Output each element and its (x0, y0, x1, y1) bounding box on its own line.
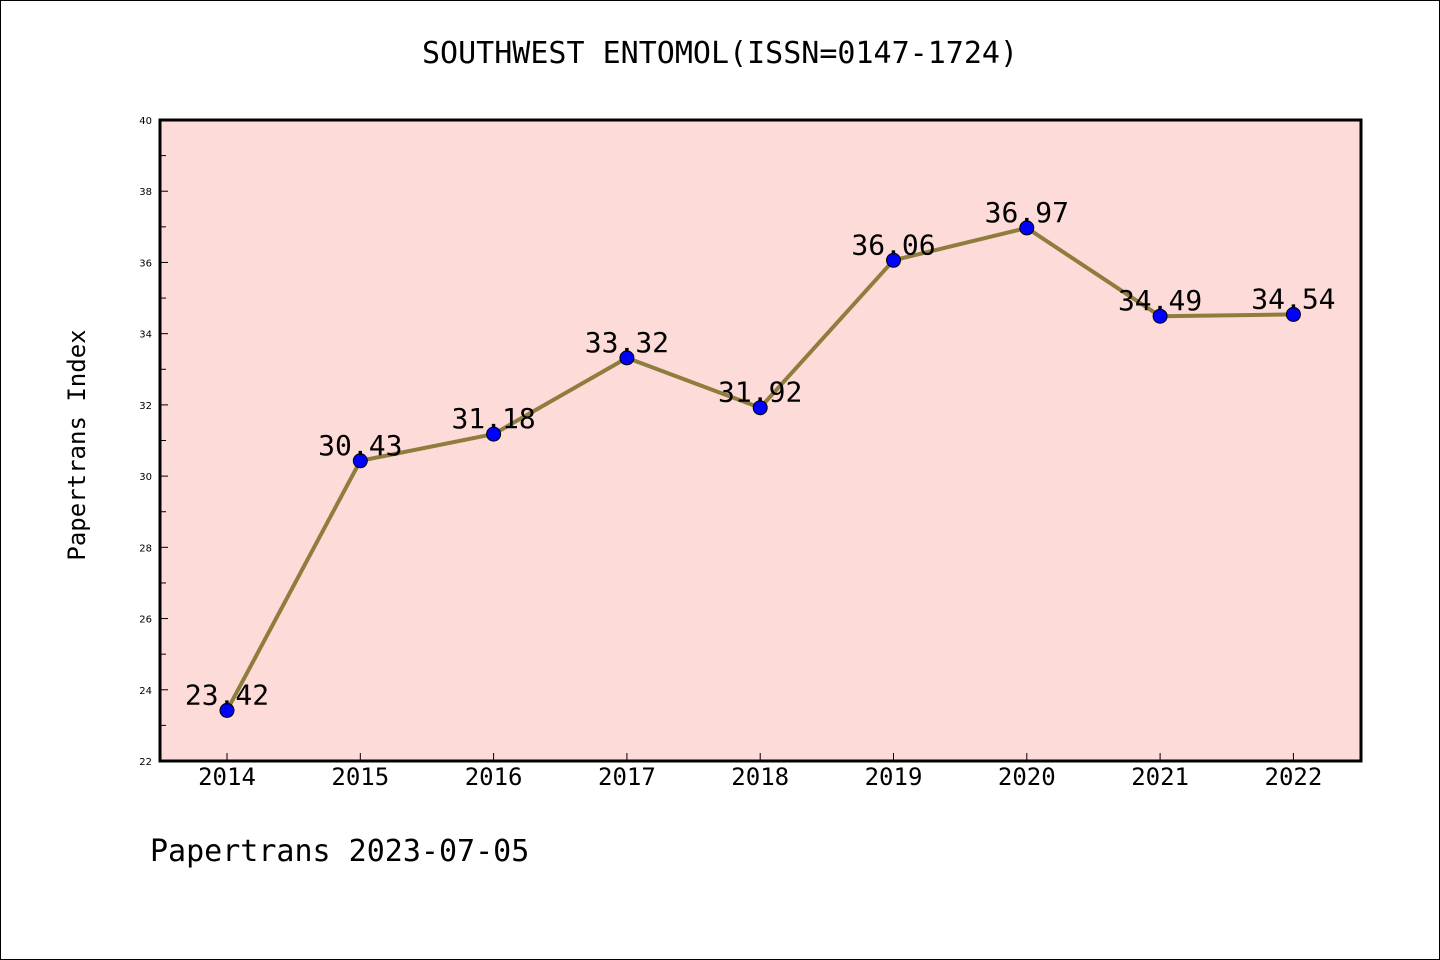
data-point (752, 400, 768, 416)
data-point (352, 453, 368, 469)
data-label: 30.43 (318, 429, 402, 462)
data-points (219, 220, 1301, 718)
x-tick-label: 2018 (731, 763, 789, 791)
data-label: 23.42 (185, 678, 269, 711)
y-tick-label: 22 (139, 757, 152, 768)
plot-area (160, 120, 1361, 761)
data-label: 36.06 (851, 228, 935, 261)
plot-border (158, 118, 1363, 763)
chart-title: SOUTHWEST ENTOMOL(ISSN=0147-1724) (421, 36, 1019, 71)
x-tick-label: 2022 (1265, 763, 1323, 791)
y-tick-label: 36 (139, 258, 152, 269)
data-point (619, 350, 635, 366)
data-label: 31.92 (718, 376, 802, 409)
x-tick-label: 2021 (1131, 763, 1189, 791)
y-tick-label: 30 (139, 472, 152, 483)
x-tick-label: 2019 (865, 763, 923, 791)
x-tick-label: 2016 (465, 763, 523, 791)
data-label: 33.32 (585, 326, 669, 359)
x-tick-label: 2020 (998, 763, 1056, 791)
data-label: 31.18 (451, 402, 535, 435)
data-point (1019, 220, 1035, 236)
data-labels: 23.42 30.43 31.18 33.32 31.92 36.06 36.97 34.49… (185, 196, 1336, 712)
x-tick-label: 2017 (598, 763, 656, 791)
data-label: 34.54 (1251, 282, 1335, 315)
y-tick-label: 24 (139, 686, 152, 697)
x-axis: 2014 2015 2016 2017 2018 2019 2020 2021 2022 (198, 753, 1322, 791)
data-point (1152, 308, 1168, 324)
y-tick-label: 28 (139, 543, 152, 554)
data-label: 34.49 (1118, 284, 1202, 317)
data-point (886, 252, 901, 268)
y-tick-label: 34 (139, 330, 152, 341)
data-point (219, 702, 235, 718)
y-tick-label: 38 (139, 187, 152, 198)
x-tick-label: 2015 (331, 763, 389, 791)
data-point (486, 426, 502, 442)
y-tick-label: 40 (139, 116, 152, 127)
x-tick-label: 2014 (198, 763, 256, 791)
y-tick-label: 26 (139, 615, 152, 626)
data-point (1285, 306, 1301, 322)
footer-stamp: Papertrans 2023-07-05 (150, 834, 530, 869)
y-tick-label: 32 (139, 401, 152, 412)
data-label: 36.97 (985, 196, 1069, 229)
